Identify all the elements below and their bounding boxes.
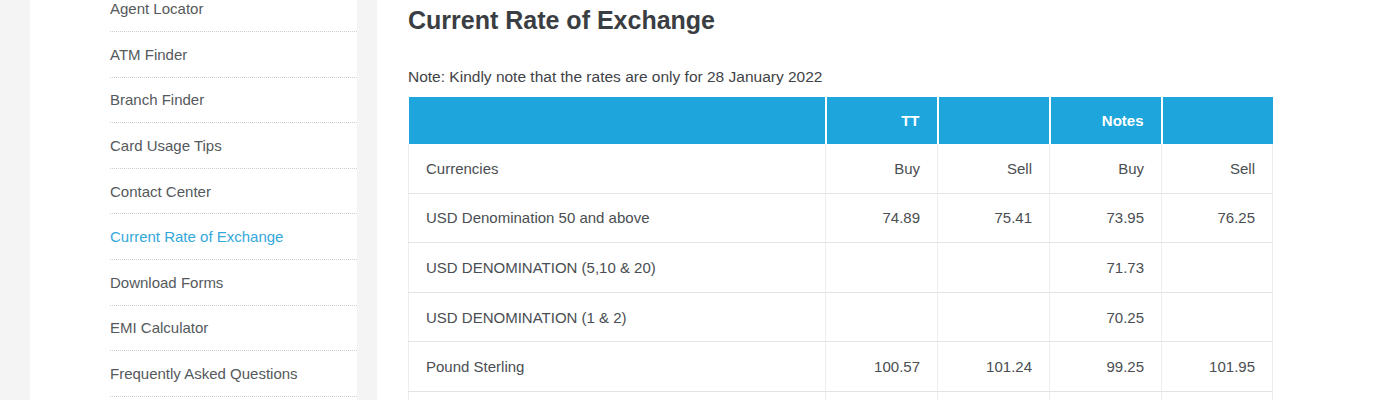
sidebar-item[interactable]: Branch Finder <box>110 78 357 124</box>
table-cell: 99.25 <box>1050 342 1162 392</box>
table-row: USD Denomination 50 and above74.8975.417… <box>409 193 1273 243</box>
table-header-cell: TT <box>826 97 938 144</box>
table-subheader-row: CurrenciesBuySellBuySell <box>409 144 1273 193</box>
sidebar-item-label: EMI Calculator <box>110 319 208 336</box>
sidebar-item[interactable]: Card Usage Tips <box>110 123 357 169</box>
sidebar-item[interactable]: Contact Center <box>110 169 357 215</box>
table-cell: 70.25 <box>1050 292 1162 342</box>
sidebar-item-label: Download Forms <box>110 274 223 291</box>
table-header-row: TT Notes <box>409 97 1273 144</box>
table-cell <box>826 243 938 293</box>
exchange-rates-table: TTNotes CurrenciesBuySellBuySellUSD Deno… <box>408 97 1273 400</box>
sidebar-item-label: Agent Locator <box>110 0 203 17</box>
table-row: USD DENOMINATION (5,10 & 20) 71.73 <box>409 243 1273 293</box>
sidebar-item-label: Card Usage Tips <box>110 137 222 154</box>
table-header-cell <box>938 97 1050 144</box>
page: Agent Locator ATM Finder Branch Finder Card… <box>0 0 1400 400</box>
table-cell: 74.89 <box>826 193 938 243</box>
sidebar-item[interactable]: Current Rate of Exchange <box>110 214 357 260</box>
sidebar-item-label: Current Rate of Exchange <box>110 228 283 245</box>
sidebar-content-gap-strip <box>357 0 377 400</box>
table-cell <box>1050 391 1162 400</box>
table-row-partial <box>409 391 1273 400</box>
table-cell <box>938 391 1050 400</box>
sidebar-item-label: Branch Finder <box>110 91 204 108</box>
sidebar-item[interactable]: ATM Finder <box>110 32 357 78</box>
table-cell: USD Denomination 50 and above <box>409 193 826 243</box>
table-cell <box>1162 391 1273 400</box>
sidebar-item-label: Frequently Asked Questions <box>110 365 298 382</box>
table-row: USD DENOMINATION (1 & 2) 70.25 <box>409 292 1273 342</box>
table-cell: Buy <box>1050 144 1162 193</box>
table-cell: Sell <box>938 144 1050 193</box>
table-cell: 71.73 <box>1050 243 1162 293</box>
table-cell <box>826 391 938 400</box>
table-cell: 76.25 <box>1162 193 1273 243</box>
table-cell <box>938 243 1050 293</box>
table-cell <box>826 292 938 342</box>
table-cell: 73.95 <box>1050 193 1162 243</box>
table-cell <box>1162 243 1273 293</box>
table-cell <box>938 292 1050 342</box>
sidebar-menu: Agent Locator ATM Finder Branch Finder Card… <box>110 0 357 397</box>
table-cell: 100.57 <box>826 342 938 392</box>
table-cell: USD DENOMINATION (1 & 2) <box>409 292 826 342</box>
table-cell: Pound Sterling <box>409 342 826 392</box>
table-cell: 101.24 <box>938 342 1050 392</box>
sidebar-item[interactable]: Frequently Asked Questions <box>110 351 357 397</box>
sidebar-item-label: ATM Finder <box>110 46 187 63</box>
table-cell: Sell <box>1162 144 1273 193</box>
table-header-cell <box>1162 97 1273 144</box>
table-cell <box>409 391 826 400</box>
table-cell: 75.41 <box>938 193 1050 243</box>
table-header-cell <box>409 97 826 144</box>
page-title: Current Rate of Exchange <box>408 6 715 35</box>
table-cell: 101.95 <box>1162 342 1273 392</box>
sidebar-item-label: Contact Center <box>110 183 211 200</box>
table-row: Pound Sterling100.57101.2499.25101.95 <box>409 342 1273 392</box>
sidebar-item[interactable]: Download Forms <box>110 260 357 306</box>
table-cell <box>1162 292 1273 342</box>
table-cell: Buy <box>826 144 938 193</box>
table-cell: Currencies <box>409 144 826 193</box>
sidebar-item[interactable]: Agent Locator <box>110 0 357 32</box>
table-cell: USD DENOMINATION (5,10 & 20) <box>409 243 826 293</box>
rates-date-note: Note: Kindly note that the rates are onl… <box>408 68 822 86</box>
table-header-cell: Notes <box>1050 97 1162 144</box>
sidebar-item[interactable]: EMI Calculator <box>110 306 357 352</box>
page-background-strip-left <box>0 0 30 400</box>
